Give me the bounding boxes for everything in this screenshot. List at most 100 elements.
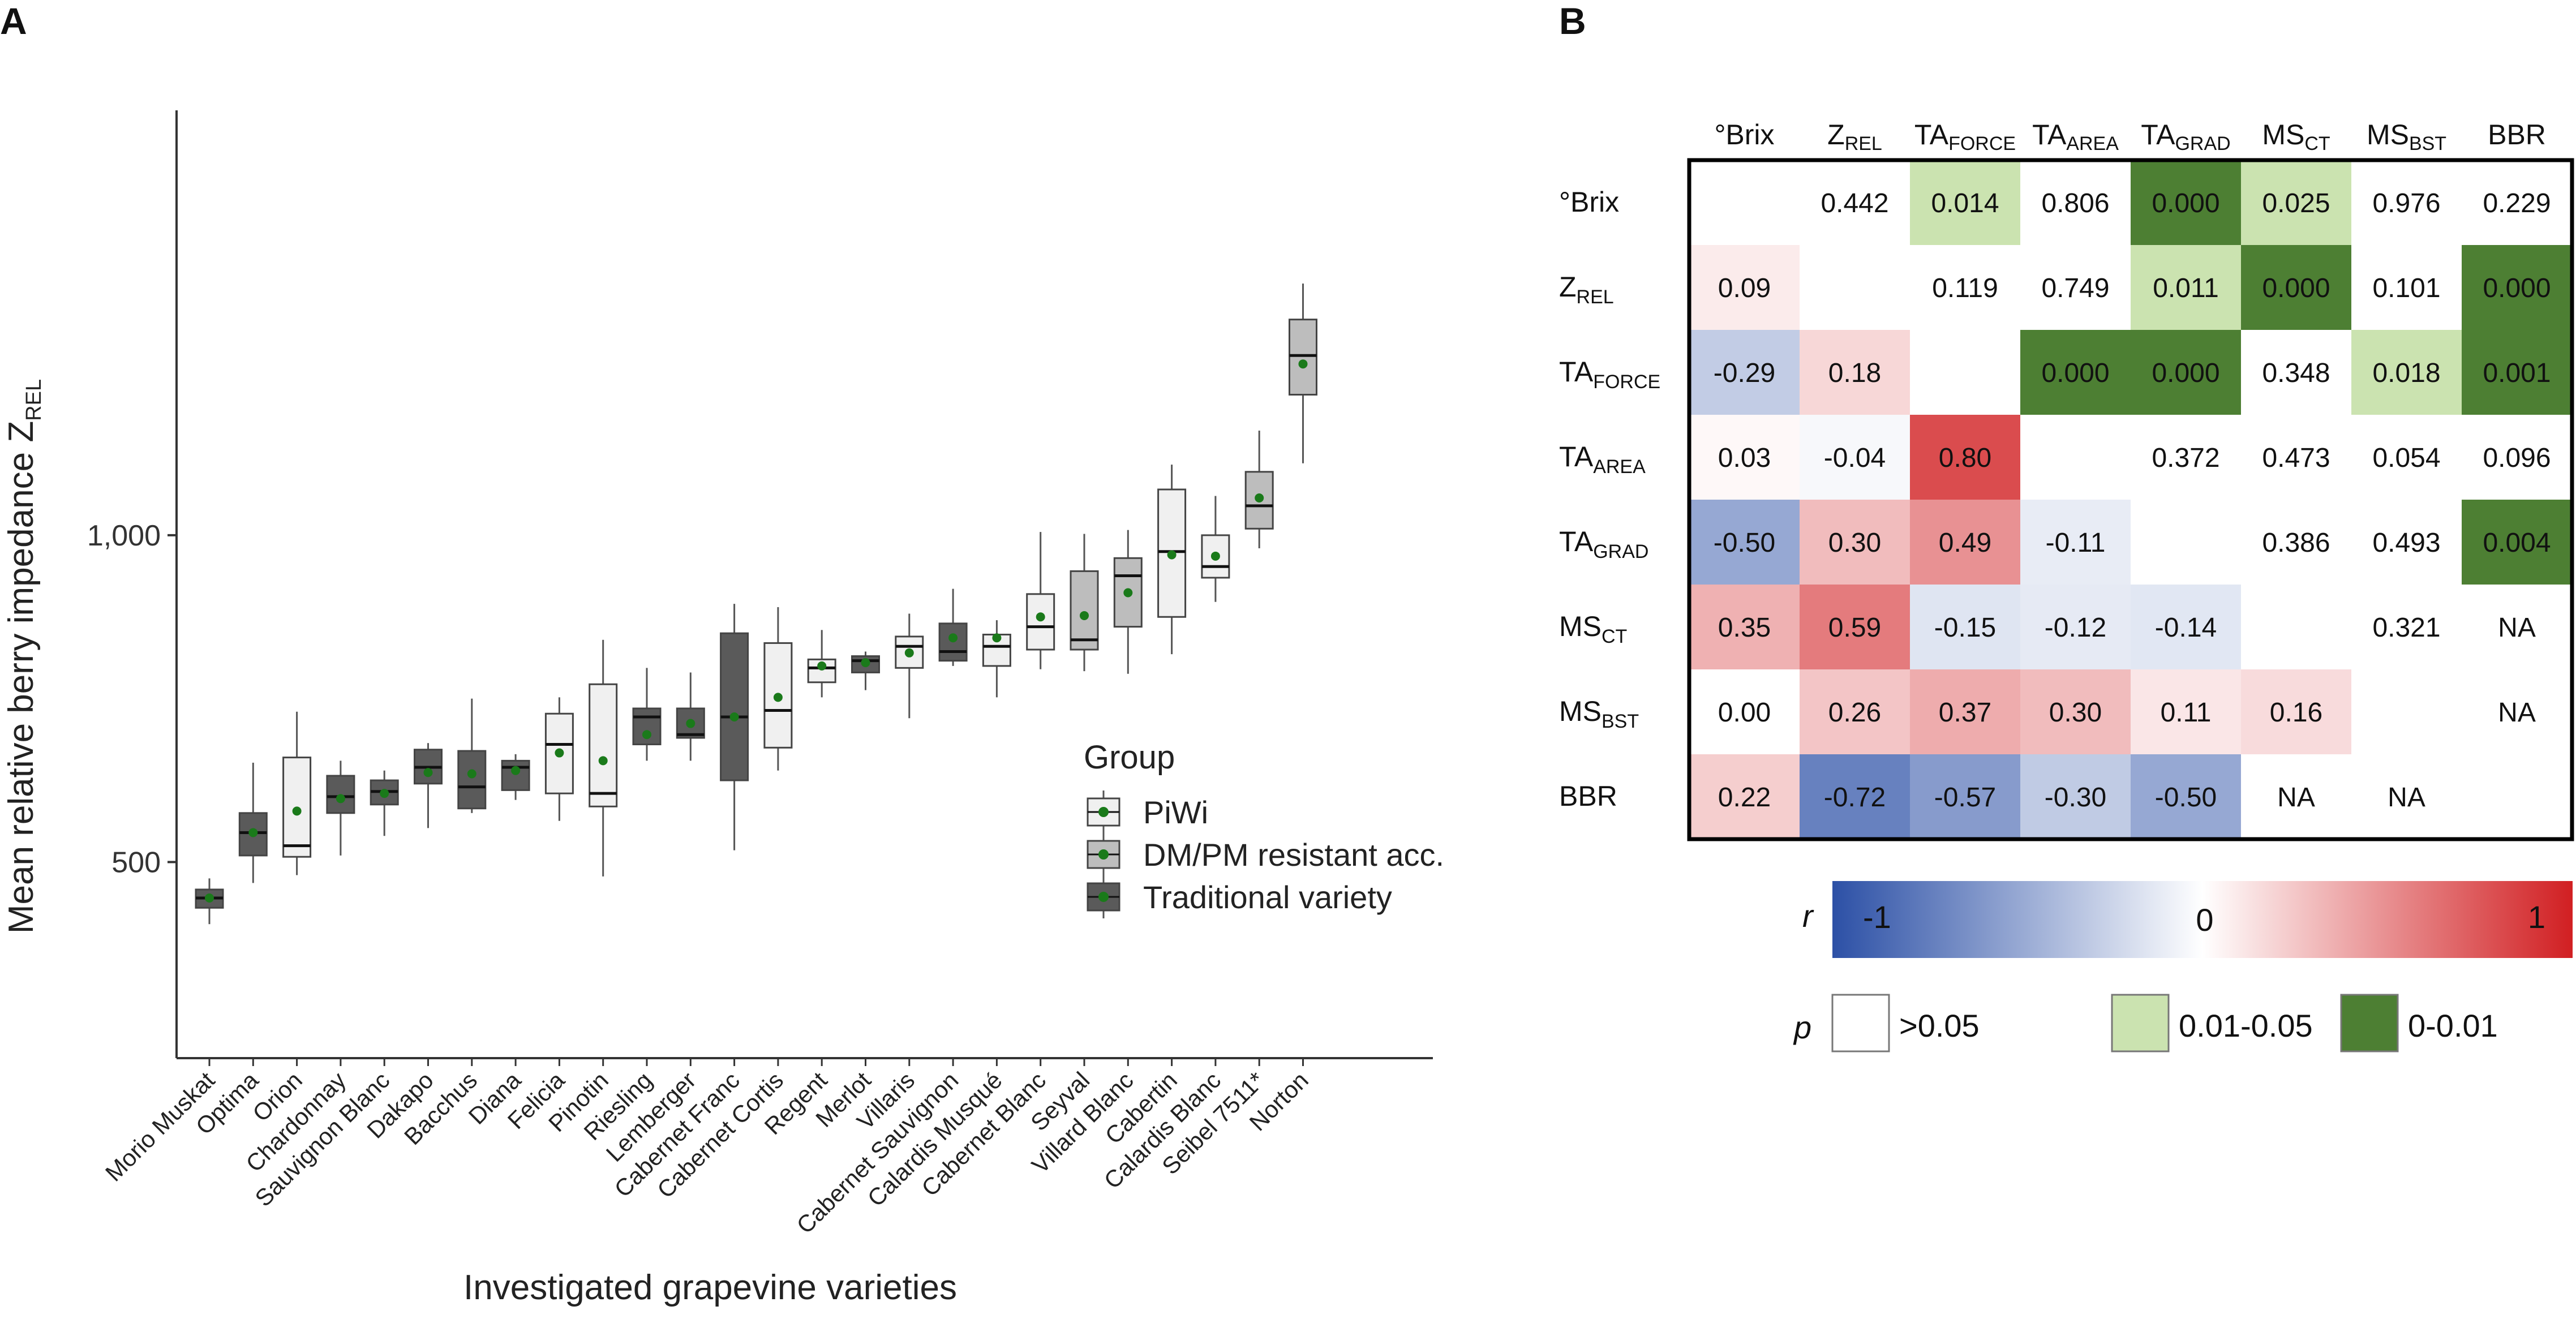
heatmap-cell-value: 0.000 bbox=[2483, 273, 2551, 303]
box-optima bbox=[238, 762, 268, 883]
heatmap-cell-value: 0.22 bbox=[1718, 783, 1771, 813]
y-axis-title-sub: REL bbox=[22, 379, 46, 421]
category-labels: Morio MuskatOptimaOrionChardonnaySauvign… bbox=[100, 1058, 1313, 1239]
heatmap-cell-value: 0.806 bbox=[2041, 188, 2109, 218]
heatmap-cell-fill bbox=[1800, 415, 1910, 500]
heatmap-cell: NA bbox=[2462, 585, 2573, 670]
heatmap-cell: 0.26 bbox=[1800, 669, 1910, 755]
col-label-sub: FORCE bbox=[1948, 133, 2016, 154]
heatmap-cell-fill bbox=[1800, 330, 1910, 415]
heatmap-cell-value: 0.11 bbox=[2161, 698, 2212, 728]
r-scale-max: 1 bbox=[2528, 899, 2545, 935]
heatmap-cell bbox=[2131, 500, 2242, 585]
p-legend-swatch bbox=[2111, 994, 2170, 1052]
p-legend-text: 0-0.01 bbox=[2408, 1008, 2498, 1043]
heatmap-cell-value: 0.30 bbox=[2049, 698, 2102, 728]
heatmap-cell: 0.001 bbox=[2462, 330, 2573, 415]
heatmap-cell-fill bbox=[2462, 245, 2573, 330]
heatmap-cell-value: 0.018 bbox=[2372, 358, 2440, 388]
panel-b-letter: B bbox=[1559, 0, 1586, 42]
heatmap-cell-value: 0.49 bbox=[1939, 528, 1991, 558]
p-legend-entries: >0.05 0.01-0.05 0-0.01 bbox=[1831, 994, 2498, 1052]
heatmap-cell-fill bbox=[2131, 585, 2242, 670]
heatmap-cell: 0.11 bbox=[2131, 669, 2242, 755]
legend-key-mean bbox=[1098, 807, 1109, 817]
heatmap-cell-value: -0.12 bbox=[2045, 613, 2106, 643]
box-seibel-7511- bbox=[1244, 431, 1274, 548]
heatmap-cell-value: 0.493 bbox=[2372, 528, 2440, 558]
row-label-sub: REL bbox=[1577, 286, 1614, 308]
r-scale-label: r bbox=[1802, 898, 1814, 934]
heatmap-cell: 0.09 bbox=[1689, 245, 1800, 330]
heatmap-cell: 0.096 bbox=[2462, 415, 2573, 500]
heatmap-cell-fill bbox=[2020, 754, 2131, 840]
heatmap-cell: -0.15 bbox=[1910, 585, 2021, 670]
heatmap-cell-value: -0.50 bbox=[2155, 783, 2217, 813]
legend-key-mean bbox=[1098, 849, 1109, 860]
heatmap-cell-value: 0.00 bbox=[1718, 698, 1771, 728]
heatmap-cell-fill bbox=[1910, 415, 2021, 500]
heatmap-cell-value: 0.096 bbox=[2483, 443, 2551, 473]
heatmap-cell-value: 0.03 bbox=[1718, 443, 1771, 473]
heatmap-cell: 0.372 bbox=[2131, 415, 2242, 500]
box-cabernet-franc bbox=[720, 604, 749, 850]
col-label-main: TA bbox=[2141, 119, 2175, 151]
row-label-main: BBR bbox=[1559, 780, 1617, 812]
mean-point bbox=[292, 806, 302, 816]
heatmap-cell-fill bbox=[2020, 415, 2131, 500]
heatmap-cell-fill bbox=[2241, 245, 2352, 330]
heatmap-cell-value: 0.001 bbox=[2483, 358, 2551, 388]
col-label: MSCT bbox=[2262, 119, 2330, 154]
heatmap-cell: 0.976 bbox=[2351, 160, 2462, 246]
col-label: TAAREA bbox=[2032, 119, 2119, 154]
mean-point bbox=[948, 633, 958, 643]
heatmap-cell-fill bbox=[1689, 500, 1800, 585]
col-label-main: TA bbox=[1914, 119, 1949, 151]
heatmap-cell: 0.37 bbox=[1910, 669, 2021, 755]
heatmap-cell-value: -0.11 bbox=[2046, 528, 2106, 558]
heatmap-cell-fill bbox=[2351, 415, 2462, 500]
col-label-main: °Brix bbox=[1714, 119, 1774, 151]
box-bacchus bbox=[457, 698, 487, 813]
heatmap-cell-fill bbox=[2241, 754, 2352, 840]
x-axis-title: Investigated grapevine varieties bbox=[463, 1268, 957, 1307]
heatmap-cell: -0.30 bbox=[2020, 754, 2131, 840]
heatmap-cell: 0.054 bbox=[2351, 415, 2462, 500]
heatmap-cell: -0.57 bbox=[1910, 754, 2021, 840]
legend-title: Group bbox=[1084, 739, 1175, 776]
heatmap-cell-value: 0.30 bbox=[1828, 528, 1881, 558]
box-calardis-musqu- bbox=[982, 620, 1011, 698]
heatmap-cell: 0.30 bbox=[2020, 669, 2131, 755]
heatmap-cell-fill bbox=[1800, 500, 1910, 585]
heatmap-cell-fill bbox=[2131, 245, 2242, 330]
heatmap-cell-fill bbox=[2351, 160, 2462, 246]
legend-entry-dmpm: DM/PM resistant acc. bbox=[1087, 833, 1444, 876]
heatmap-cell-fill bbox=[1910, 585, 2021, 670]
box-iqr bbox=[720, 632, 749, 781]
mean-point bbox=[467, 769, 476, 779]
p-legend-entry: 0.01-0.05 bbox=[2111, 994, 2313, 1052]
box-cabernet-cortis bbox=[763, 607, 793, 771]
panel-a: A Mean relative berry impedance ZREL 500… bbox=[0, 0, 1444, 1307]
box-iqr bbox=[1289, 319, 1317, 396]
heatmap-cell-value: -0.29 bbox=[1714, 358, 1775, 388]
heatmap-cell: -0.50 bbox=[1689, 500, 1800, 585]
heatmap-cell-value: 0.000 bbox=[2152, 358, 2219, 388]
heatmap-cell-value: 0.372 bbox=[2152, 443, 2219, 473]
p-legend-swatch bbox=[2340, 994, 2399, 1052]
row-label-main: MS bbox=[1559, 611, 1602, 642]
heatmap-cell-fill bbox=[2462, 500, 2573, 585]
heatmap-cell-value: -0.14 bbox=[2155, 613, 2217, 643]
heatmap-cell: -0.14 bbox=[2131, 585, 2242, 670]
heatmap-cell-value: -0.04 bbox=[1824, 443, 1886, 473]
legend-label: PiWi bbox=[1143, 794, 1208, 830]
heatmap-cell: 0.18 bbox=[1800, 330, 1910, 415]
heatmap-cell-fill bbox=[2351, 500, 2462, 585]
mean-point bbox=[1123, 588, 1133, 598]
mean-point bbox=[555, 748, 564, 758]
heatmap-cell: 0.806 bbox=[2020, 160, 2131, 246]
heatmap-cell-fill bbox=[1800, 585, 1910, 670]
heatmap-cell-fill bbox=[2020, 585, 2131, 670]
heatmap-cell: 0.229 bbox=[2462, 160, 2573, 246]
